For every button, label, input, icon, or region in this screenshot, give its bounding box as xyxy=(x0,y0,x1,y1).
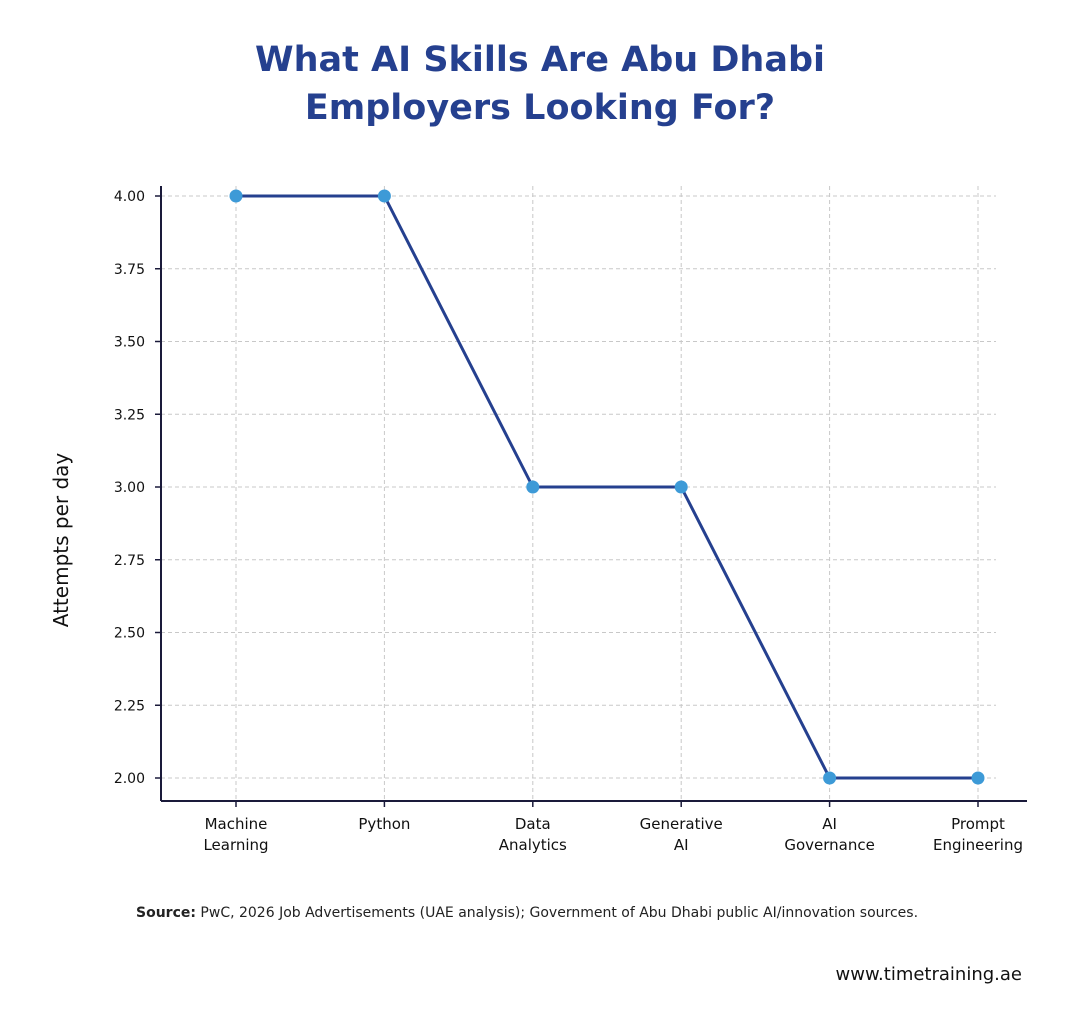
data-point xyxy=(377,189,391,203)
x-tick-label: Prompt Engineering xyxy=(933,815,1023,854)
y-tick-label: 3.75 xyxy=(114,262,145,278)
chart-title-line-1: What AI Skills Are Abu Dhabi xyxy=(255,40,825,80)
data-point xyxy=(823,771,837,785)
data-point xyxy=(229,189,243,203)
chart-title-line-2: Employers Looking For? xyxy=(304,88,776,128)
data-point xyxy=(971,771,985,785)
x-tick-label: AI Governance xyxy=(784,815,875,854)
series-line xyxy=(236,194,978,780)
website-link[interactable]: www.timetraining.ae xyxy=(835,964,1022,985)
y-tick-label: 2.00 xyxy=(114,771,145,787)
x-tick-label: Data Analytics xyxy=(499,815,567,854)
grid-lines xyxy=(161,186,996,801)
y-tick-label: 3.50 xyxy=(114,335,145,351)
line-chart: 2.00 2.25 2.50 2.75 3.00 3.25 3.50 3.75 4.00 Mac… xyxy=(49,186,1027,854)
x-tick-label: Python xyxy=(358,815,410,833)
series xyxy=(229,189,985,785)
axes xyxy=(155,186,1027,807)
x-tick-labels: Machine Learning Python Data Analytics Genera… xyxy=(203,815,1023,854)
source-note: Source: PwC, 2026 Job Advertisements (UA… xyxy=(136,905,918,921)
data-point xyxy=(526,480,540,494)
y-axis-label: Attempts per day xyxy=(49,453,73,628)
x-tick-label: Machine Learning xyxy=(203,815,268,854)
y-tick-labels: 2.00 2.25 2.50 2.75 3.00 3.25 3.50 3.75 4.00 xyxy=(114,189,145,787)
y-tick-label: 3.00 xyxy=(114,480,145,496)
x-tick-label: Generative AI xyxy=(640,815,723,854)
y-tick-label: 2.75 xyxy=(114,553,145,569)
y-tick-label: 3.25 xyxy=(114,407,145,423)
data-point xyxy=(674,480,688,494)
source-text: PwC, 2026 Job Advertisements (UAE analys… xyxy=(200,905,919,921)
y-tick-label: 2.25 xyxy=(114,698,145,714)
chart-title: What AI Skills Are Abu Dhabi Employers L… xyxy=(0,36,1080,132)
y-tick-label: 4.00 xyxy=(114,189,145,205)
source-label: Source: xyxy=(136,905,196,921)
y-tick-label: 2.50 xyxy=(114,626,145,642)
